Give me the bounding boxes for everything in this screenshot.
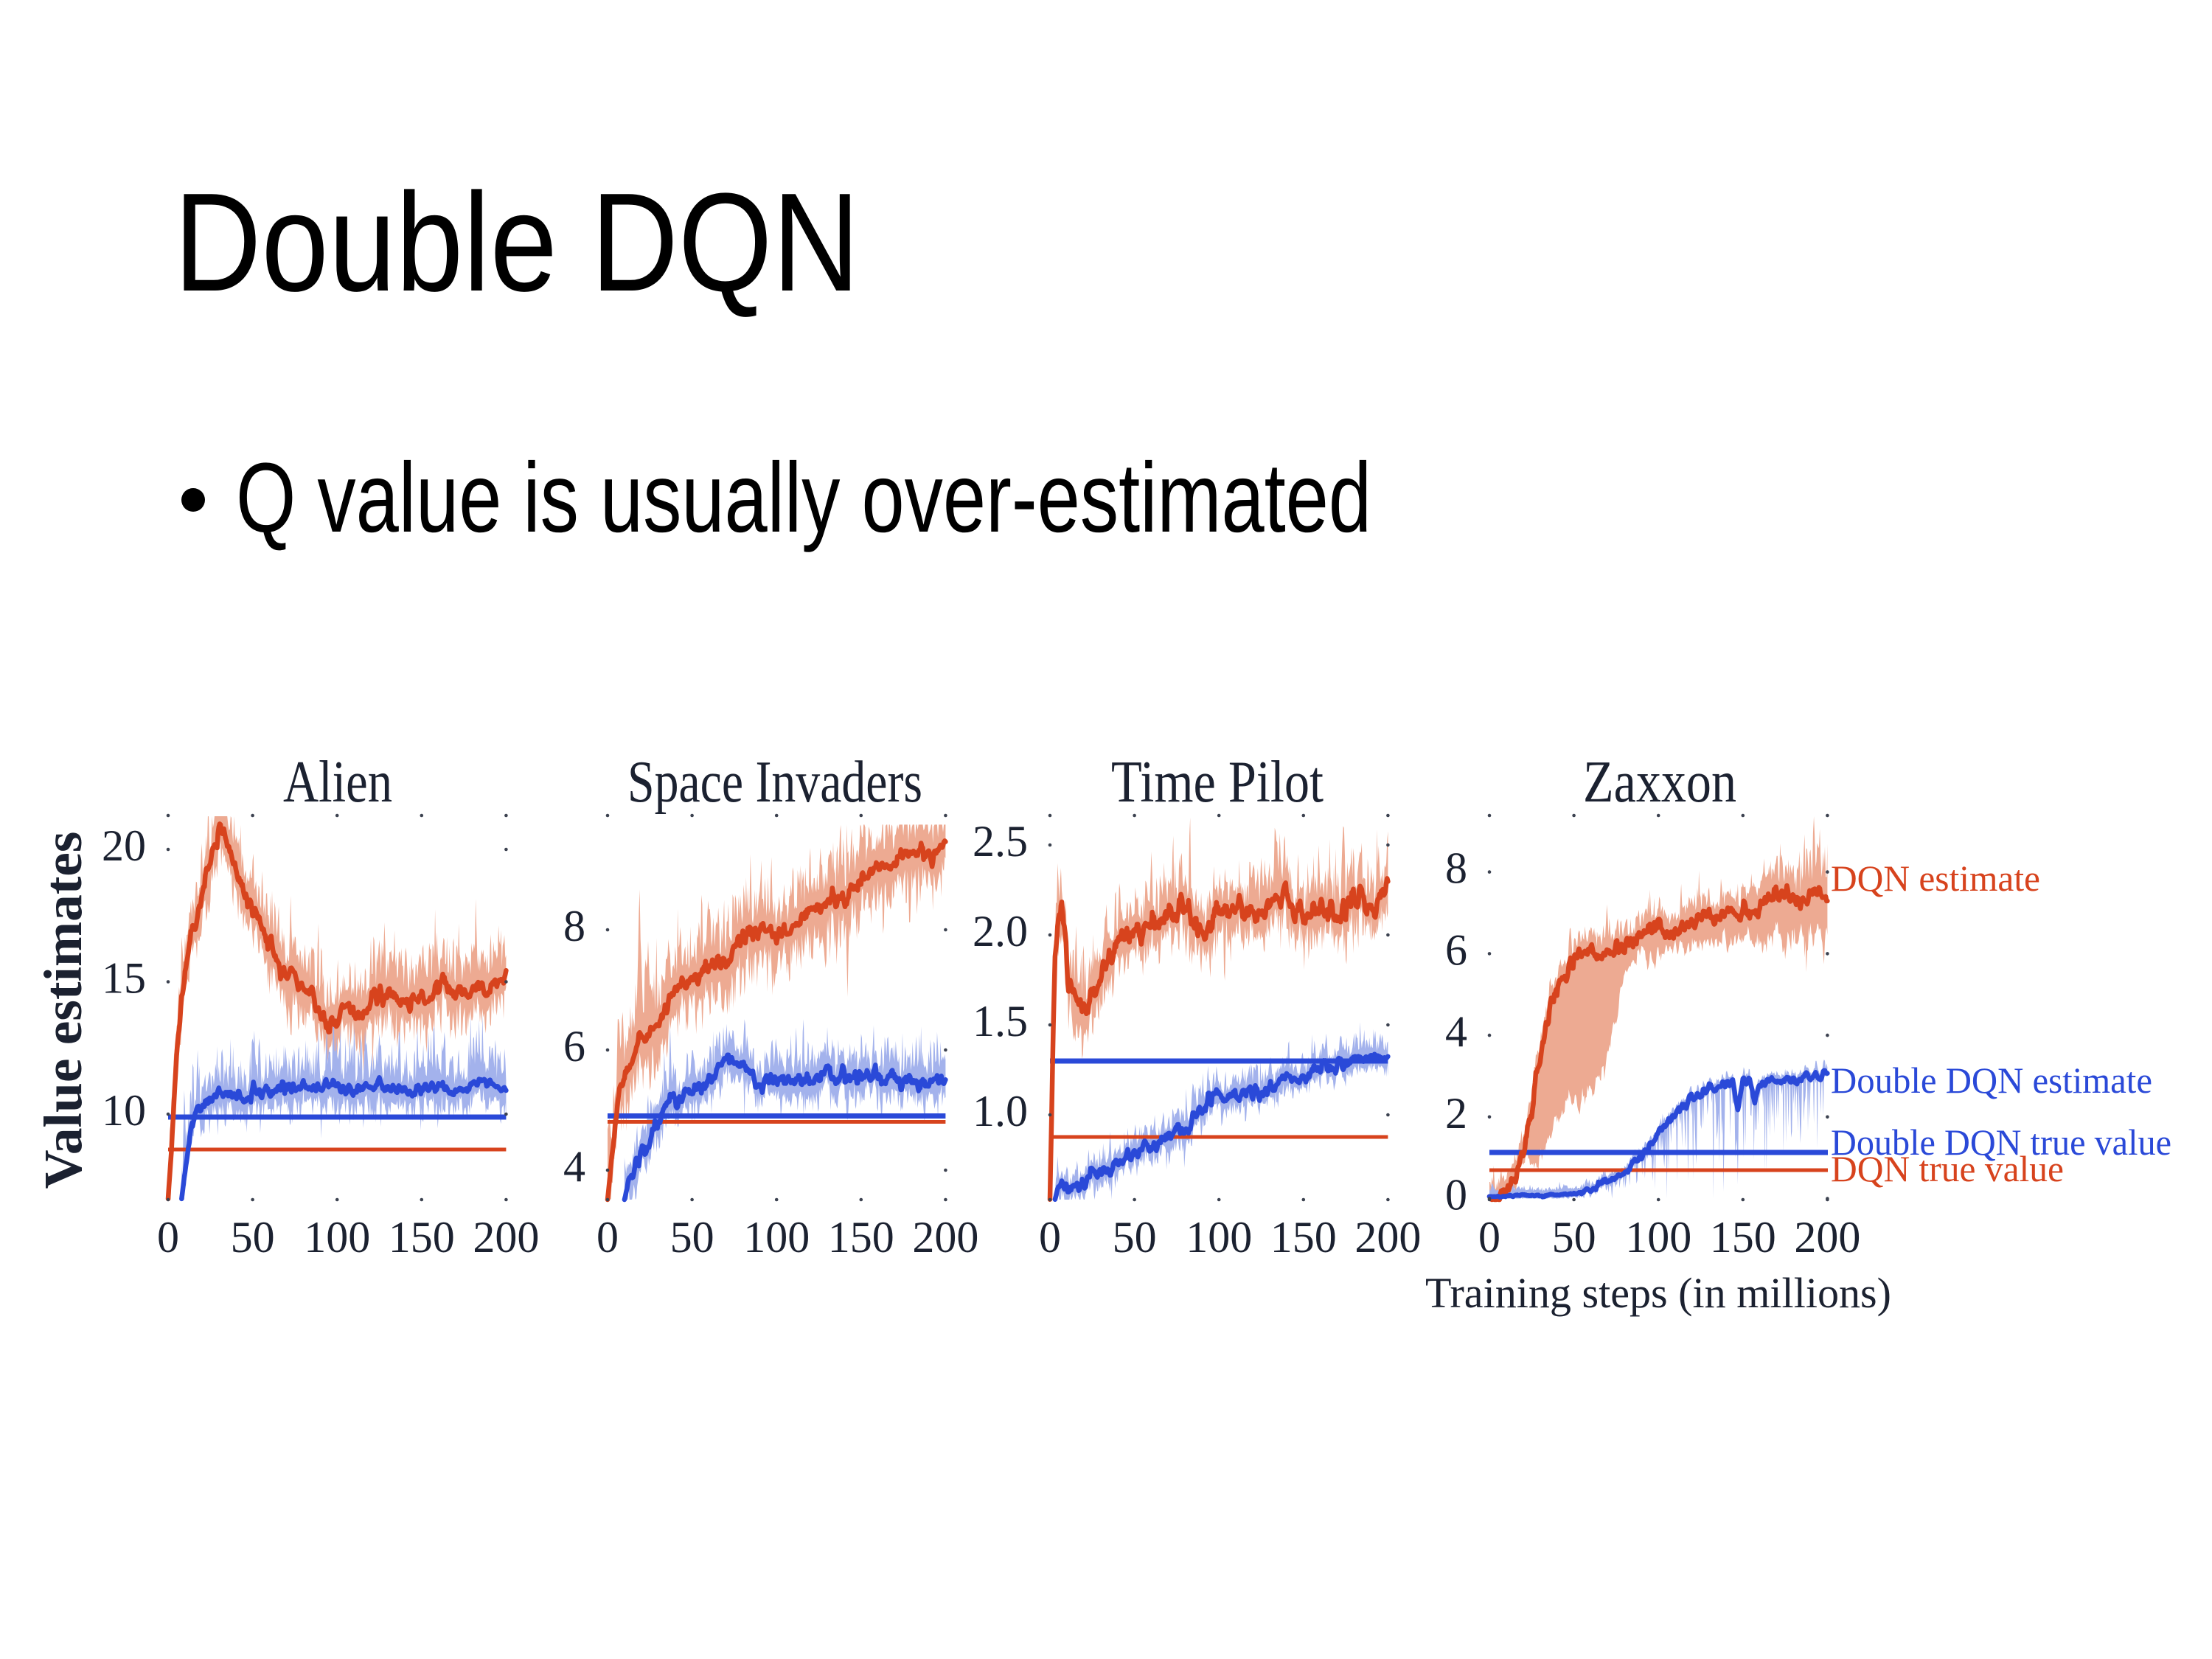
svg-text:0: 0 (157, 1213, 179, 1262)
svg-text:1.0: 1.0 (973, 1087, 1028, 1135)
svg-text:10: 10 (102, 1086, 146, 1135)
svg-text:2.0: 2.0 (973, 907, 1028, 956)
svg-text:DQN estimate: DQN estimate (1831, 858, 2040, 899)
svg-text:Time Pilot: Time Pilot (1111, 750, 1324, 815)
svg-text:100: 100 (1625, 1213, 1691, 1262)
svg-text:4: 4 (1445, 1007, 1467, 1056)
svg-text:15: 15 (102, 954, 146, 1003)
svg-text:2.5: 2.5 (973, 817, 1028, 866)
svg-text:Q value is usually over-estima: Q value is usually over-estimated (236, 443, 1371, 553)
svg-text:50: 50 (231, 1213, 275, 1262)
svg-text:100: 100 (304, 1213, 370, 1262)
svg-text:Double DQN: Double DQN (174, 164, 860, 321)
svg-text:100: 100 (1186, 1213, 1252, 1262)
svg-text:200: 200 (1794, 1213, 1860, 1262)
svg-text:8: 8 (1445, 844, 1467, 893)
svg-text:Training steps (in millions): Training steps (in millions) (1425, 1269, 1891, 1317)
svg-text:1.5: 1.5 (973, 997, 1028, 1046)
svg-text:150: 150 (1270, 1213, 1337, 1262)
svg-text:0: 0 (597, 1213, 619, 1262)
svg-text:150: 150 (828, 1213, 894, 1262)
svg-text:200: 200 (1354, 1213, 1421, 1262)
svg-text:2: 2 (1445, 1089, 1467, 1138)
svg-text:150: 150 (389, 1213, 455, 1262)
svg-text:Zaxxon: Zaxxon (1583, 750, 1736, 815)
svg-text:50: 50 (1552, 1213, 1596, 1262)
svg-text:0: 0 (1445, 1171, 1467, 1220)
svg-text:6: 6 (563, 1022, 585, 1071)
svg-text:Alien: Alien (283, 750, 392, 815)
svg-text:0: 0 (1039, 1213, 1061, 1262)
svg-text:Double DQN true value: Double DQN true value (1831, 1121, 2171, 1163)
svg-text:Double DQN estimate: Double DQN estimate (1831, 1060, 2152, 1101)
svg-text:DQN true value: DQN true value (1831, 1148, 2064, 1189)
svg-text:8: 8 (563, 902, 585, 950)
svg-text:200: 200 (473, 1213, 539, 1262)
svg-text:Value estimates: Value estimates (33, 832, 93, 1189)
svg-text:20: 20 (102, 821, 146, 870)
svg-text:Space Invaders: Space Invaders (627, 750, 922, 815)
svg-text:6: 6 (1445, 925, 1467, 974)
svg-text:0: 0 (1478, 1213, 1500, 1262)
svg-text:50: 50 (670, 1213, 714, 1262)
svg-text:50: 50 (1113, 1213, 1157, 1262)
svg-text:100: 100 (743, 1213, 810, 1262)
svg-text:200: 200 (912, 1213, 978, 1262)
svg-text:150: 150 (1710, 1213, 1776, 1262)
svg-text:4: 4 (563, 1142, 585, 1191)
